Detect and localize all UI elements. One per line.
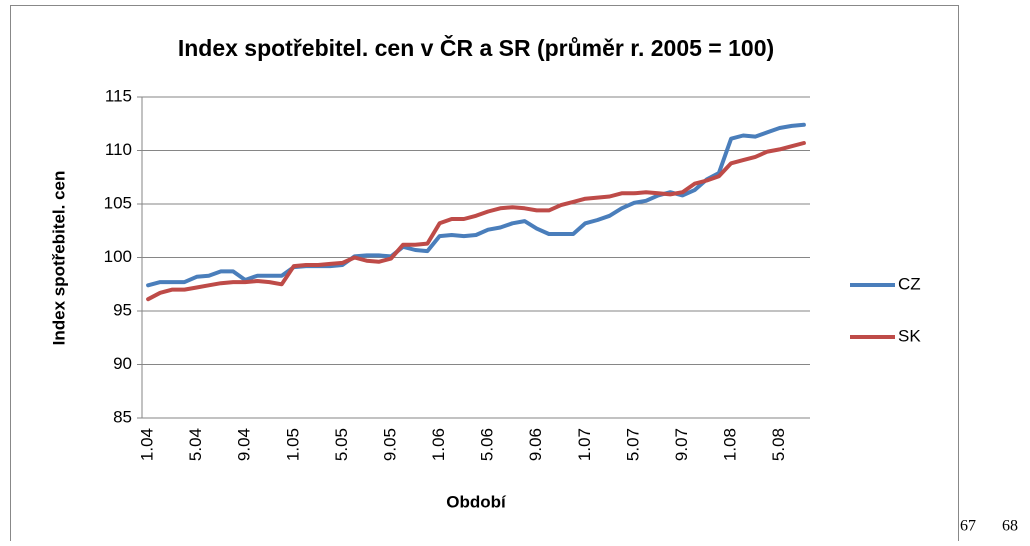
page-number: 68 xyxy=(1002,518,1018,535)
x-tick-label: 1.07 xyxy=(575,428,594,461)
series-line xyxy=(146,122,806,288)
y-tick-label: 90 xyxy=(113,354,132,373)
y-tick-label: 85 xyxy=(113,407,132,426)
x-tick-label: 1.08 xyxy=(721,428,740,461)
x-tick-label: 1.04 xyxy=(138,428,157,461)
y-tick-label: 110 xyxy=(105,140,132,159)
x-tick-label: 9.05 xyxy=(380,428,399,461)
x-tick-label: 9.07 xyxy=(672,428,691,461)
y-tick-label: 95 xyxy=(113,300,132,319)
chart-border xyxy=(10,5,959,546)
x-tick-label: 9.04 xyxy=(235,428,254,461)
y-tick-label: 100 xyxy=(104,247,132,266)
y-tick-label: 105 xyxy=(104,193,132,212)
page-number: 67 xyxy=(960,518,976,535)
chart-title: Index spotřebitel. cen v ČR a SR (průměr… xyxy=(178,34,774,61)
legend-label: CZ xyxy=(898,274,921,293)
x-tick-label: 1.06 xyxy=(429,428,448,461)
y-tick-label: 115 xyxy=(105,86,132,105)
x-axis-title: Období xyxy=(446,492,507,511)
x-tick-label: 1.05 xyxy=(283,428,302,461)
x-tick-label: 5.08 xyxy=(769,428,788,461)
x-tick-label: 5.07 xyxy=(623,428,642,461)
y-axis-title: Index spotřebitel. cen xyxy=(49,171,68,346)
x-tick-label: 9.06 xyxy=(526,428,545,461)
x-tick-label: 5.04 xyxy=(186,428,205,461)
x-tick-label: 5.06 xyxy=(478,428,497,461)
x-tick-label: 5.05 xyxy=(332,428,351,461)
series-line xyxy=(146,141,806,302)
legend-label: SK xyxy=(898,326,921,345)
